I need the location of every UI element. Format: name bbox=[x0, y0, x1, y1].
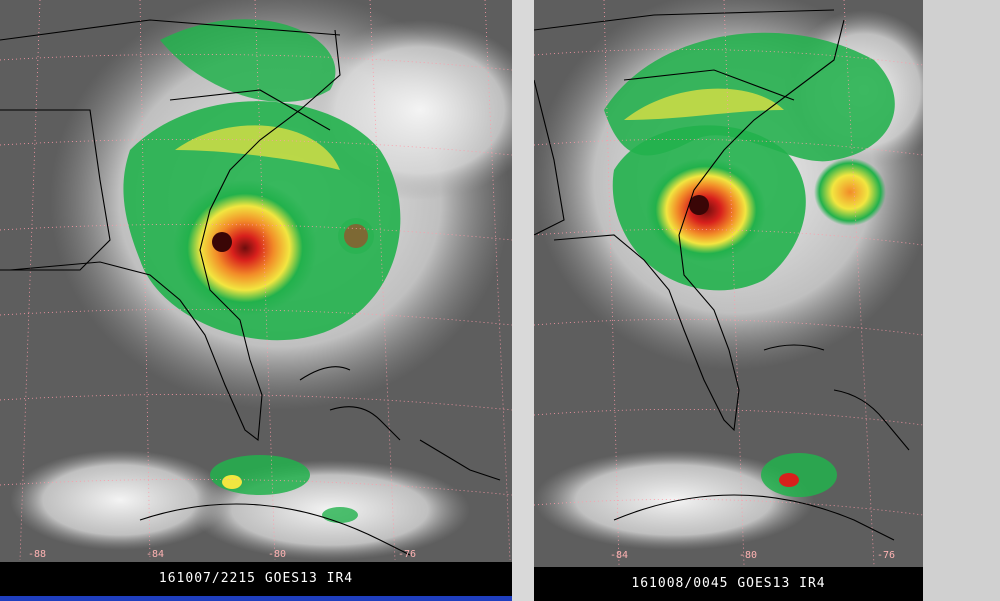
hurricane-eye bbox=[212, 232, 232, 252]
rain-band bbox=[624, 88, 784, 120]
longitude-label: -76 bbox=[877, 550, 896, 561]
longitude-label: -80 bbox=[739, 550, 758, 561]
convective-cell bbox=[222, 475, 242, 489]
hurricane-core bbox=[173, 180, 317, 316]
image-caption: 161007/2215 GOES13 IR4 bbox=[0, 562, 512, 596]
image-caption: 161008/0045 GOES13 IR4 bbox=[534, 567, 923, 601]
panel-divider bbox=[512, 0, 534, 601]
cloud-cluster bbox=[534, 450, 814, 550]
satellite-image-left bbox=[0, 0, 512, 561]
longitude-label: -80 bbox=[268, 549, 287, 560]
longitude-label: -76 bbox=[398, 549, 417, 560]
convective-cell bbox=[814, 158, 886, 226]
coastline bbox=[0, 19, 501, 556]
convective-cell bbox=[338, 218, 374, 254]
satellite-image-right bbox=[534, 0, 923, 601]
coastline bbox=[534, 9, 910, 541]
window-background bbox=[923, 0, 1000, 601]
rain-band bbox=[160, 19, 336, 102]
longitude-label: -84 bbox=[146, 549, 165, 560]
cloud-cluster bbox=[10, 450, 230, 550]
lat-lon-grid bbox=[0, 0, 512, 561]
longitude-label: -84 bbox=[610, 550, 629, 561]
convective-cell bbox=[210, 455, 310, 495]
hurricane-eye bbox=[689, 195, 709, 215]
window-bottom-border bbox=[0, 596, 512, 601]
convective-cell bbox=[761, 453, 837, 497]
lat-lon-grid bbox=[534, 0, 923, 566]
satellite-panel-right: -84 -80 -76 161008/0045 GOES13 IR4 bbox=[534, 0, 923, 601]
convective-cell bbox=[322, 507, 358, 523]
convective-cell bbox=[779, 473, 799, 487]
satellite-panel-left: -88 -84 -80 -76 161007/2215 GOES13 IR4 bbox=[0, 0, 512, 596]
longitude-label: -88 bbox=[28, 549, 47, 560]
rain-band bbox=[175, 125, 340, 170]
